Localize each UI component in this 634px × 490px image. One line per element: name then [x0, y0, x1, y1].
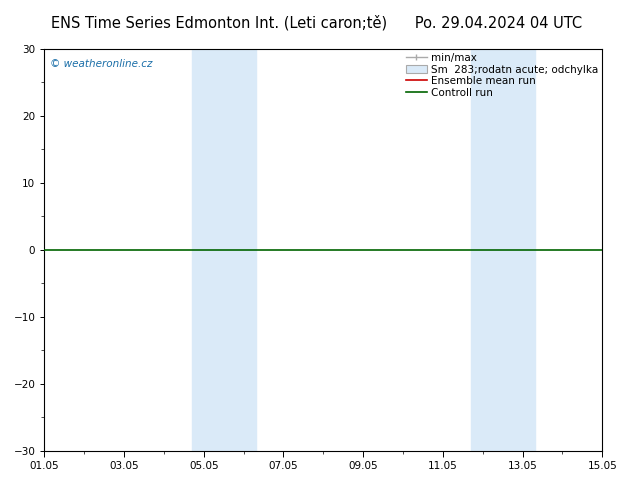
Text: © weatheronline.cz: © weatheronline.cz	[50, 59, 152, 69]
Text: ENS Time Series Edmonton Int. (Leti caron;tě)      Po. 29.04.2024 04 UTC: ENS Time Series Edmonton Int. (Leti caro…	[51, 15, 583, 30]
Bar	[471, 49, 534, 451]
Legend: min/max, Sm  283;rodatn acute; odchylka, Ensemble mean run, Controll run: min/max, Sm 283;rodatn acute; odchylka, …	[404, 51, 600, 100]
Bar	[192, 49, 256, 451]
